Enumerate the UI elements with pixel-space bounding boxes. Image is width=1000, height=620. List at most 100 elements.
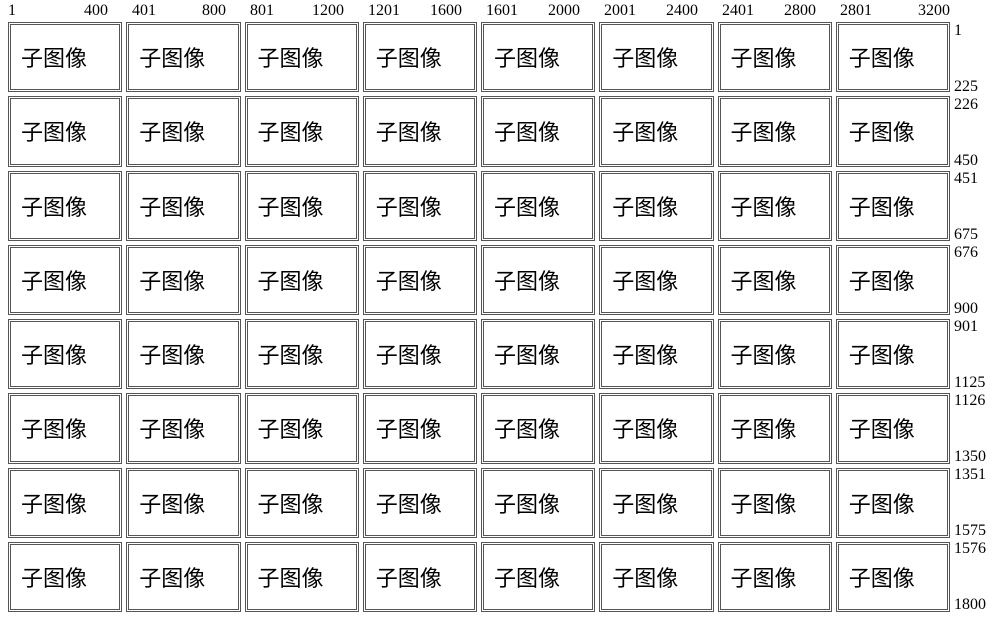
subimage-cell-label: 子图像 [21, 338, 87, 370]
subimage-cell: 子图像 [245, 393, 359, 463]
subimage-cell: 子图像 [481, 393, 595, 463]
row-boundary-label: 226 [954, 96, 978, 114]
subimage-cell-label: 子图像 [849, 264, 915, 296]
subimage-cell: 子图像 [836, 96, 950, 166]
subimage-cell-label: 子图像 [139, 561, 205, 593]
row-boundary-label: 1 [954, 22, 962, 40]
subimage-cell-label: 子图像 [258, 338, 324, 370]
col-boundary-label: 2800 [784, 2, 816, 20]
subimage-cell-label: 子图像 [849, 41, 915, 73]
row-boundary-label: 1575 [954, 522, 986, 540]
subimage-cell-label: 子图像 [376, 338, 442, 370]
subimage-cell-label: 子图像 [612, 41, 678, 73]
subimage-cell: 子图像 [363, 171, 477, 241]
subimage-cell-label: 子图像 [139, 338, 205, 370]
subimage-cell: 子图像 [481, 245, 595, 315]
subimage-cell-label: 子图像 [731, 487, 797, 519]
subimage-cell-label: 子图像 [258, 412, 324, 444]
col-boundary-label: 2400 [666, 2, 698, 20]
subimage-cell-label: 子图像 [139, 115, 205, 147]
subimage-cell-label: 子图像 [21, 115, 87, 147]
subimage-cell: 子图像 [599, 22, 713, 92]
col-boundary-label: 1601 [486, 2, 518, 20]
subimage-cell-label: 子图像 [494, 41, 560, 73]
subimage-cell-label: 子图像 [731, 115, 797, 147]
subimage-cell: 子图像 [126, 319, 240, 389]
subimage-cell-label: 子图像 [21, 412, 87, 444]
subimage-cell: 子图像 [836, 319, 950, 389]
subimage-cell: 子图像 [126, 22, 240, 92]
subimage-cell: 子图像 [363, 96, 477, 166]
subimage-cell: 子图像 [836, 22, 950, 92]
subimage-cell: 子图像 [126, 393, 240, 463]
subimage-cell: 子图像 [126, 468, 240, 538]
subimage-cell: 子图像 [599, 245, 713, 315]
subimage-cell-label: 子图像 [258, 561, 324, 593]
subimage-cell: 子图像 [599, 393, 713, 463]
col-boundary-label: 2001 [604, 2, 636, 20]
subimage-cell-label: 子图像 [139, 190, 205, 222]
subimage-cell: 子图像 [245, 542, 359, 612]
subimage-cell: 子图像 [245, 96, 359, 166]
subimage-cell: 子图像 [126, 245, 240, 315]
subimage-cell-label: 子图像 [258, 190, 324, 222]
subimage-cell: 子图像 [599, 542, 713, 612]
col-boundary-label: 2000 [548, 2, 580, 20]
subimage-cell: 子图像 [481, 171, 595, 241]
subimage-cell: 子图像 [363, 542, 477, 612]
subimage-cell-label: 子图像 [612, 264, 678, 296]
subimage-cell-label: 子图像 [376, 190, 442, 222]
subimage-cell-label: 子图像 [849, 487, 915, 519]
subimage-cell: 子图像 [718, 22, 832, 92]
subimage-cell-label: 子图像 [376, 115, 442, 147]
subimage-cell-label: 子图像 [494, 115, 560, 147]
col-boundary-label: 3200 [918, 2, 950, 20]
col-boundary-label: 2401 [722, 2, 754, 20]
subimage-cell: 子图像 [8, 245, 122, 315]
subimage-cell: 子图像 [8, 393, 122, 463]
subimage-cell-label: 子图像 [612, 487, 678, 519]
subimage-cell: 子图像 [718, 245, 832, 315]
subimage-cell: 子图像 [836, 245, 950, 315]
subimage-cell-label: 子图像 [21, 264, 87, 296]
row-boundary-label: 1800 [954, 596, 986, 614]
subimage-cell-label: 子图像 [731, 190, 797, 222]
row-boundary-label: 675 [954, 226, 978, 244]
subimage-cell-label: 子图像 [139, 264, 205, 296]
col-boundary-label: 801 [250, 2, 274, 20]
diagram-stage: 子图像子图像子图像子图像子图像子图像子图像子图像子图像子图像子图像子图像子图像子… [0, 0, 1000, 620]
subimage-grid: 子图像子图像子图像子图像子图像子图像子图像子图像子图像子图像子图像子图像子图像子… [8, 22, 950, 612]
subimage-cell: 子图像 [363, 245, 477, 315]
subimage-cell-label: 子图像 [612, 115, 678, 147]
subimage-cell-label: 子图像 [612, 412, 678, 444]
row-boundary-label: 901 [954, 318, 978, 336]
row-boundary-label: 1126 [954, 392, 985, 410]
subimage-cell: 子图像 [363, 22, 477, 92]
col-boundary-label: 1201 [368, 2, 400, 20]
subimage-cell-label: 子图像 [612, 338, 678, 370]
col-boundary-label: 2801 [840, 2, 872, 20]
subimage-cell-label: 子图像 [139, 41, 205, 73]
subimage-cell-label: 子图像 [494, 338, 560, 370]
subimage-cell-label: 子图像 [258, 487, 324, 519]
subimage-cell: 子图像 [481, 468, 595, 538]
row-boundary-label: 450 [954, 152, 978, 170]
subimage-cell: 子图像 [8, 96, 122, 166]
subimage-cell: 子图像 [599, 319, 713, 389]
subimage-cell-label: 子图像 [21, 561, 87, 593]
subimage-cell-label: 子图像 [376, 412, 442, 444]
row-boundary-label: 1350 [954, 448, 986, 466]
subimage-cell-label: 子图像 [849, 412, 915, 444]
subimage-cell-label: 子图像 [494, 190, 560, 222]
subimage-cell: 子图像 [718, 171, 832, 241]
subimage-cell: 子图像 [245, 22, 359, 92]
subimage-cell-label: 子图像 [731, 561, 797, 593]
row-boundary-label: 225 [954, 78, 978, 96]
subimage-cell-label: 子图像 [494, 561, 560, 593]
subimage-cell: 子图像 [599, 96, 713, 166]
subimage-cell: 子图像 [836, 393, 950, 463]
subimage-cell-label: 子图像 [494, 487, 560, 519]
subimage-cell: 子图像 [718, 542, 832, 612]
subimage-cell-label: 子图像 [376, 561, 442, 593]
subimage-cell-label: 子图像 [21, 41, 87, 73]
